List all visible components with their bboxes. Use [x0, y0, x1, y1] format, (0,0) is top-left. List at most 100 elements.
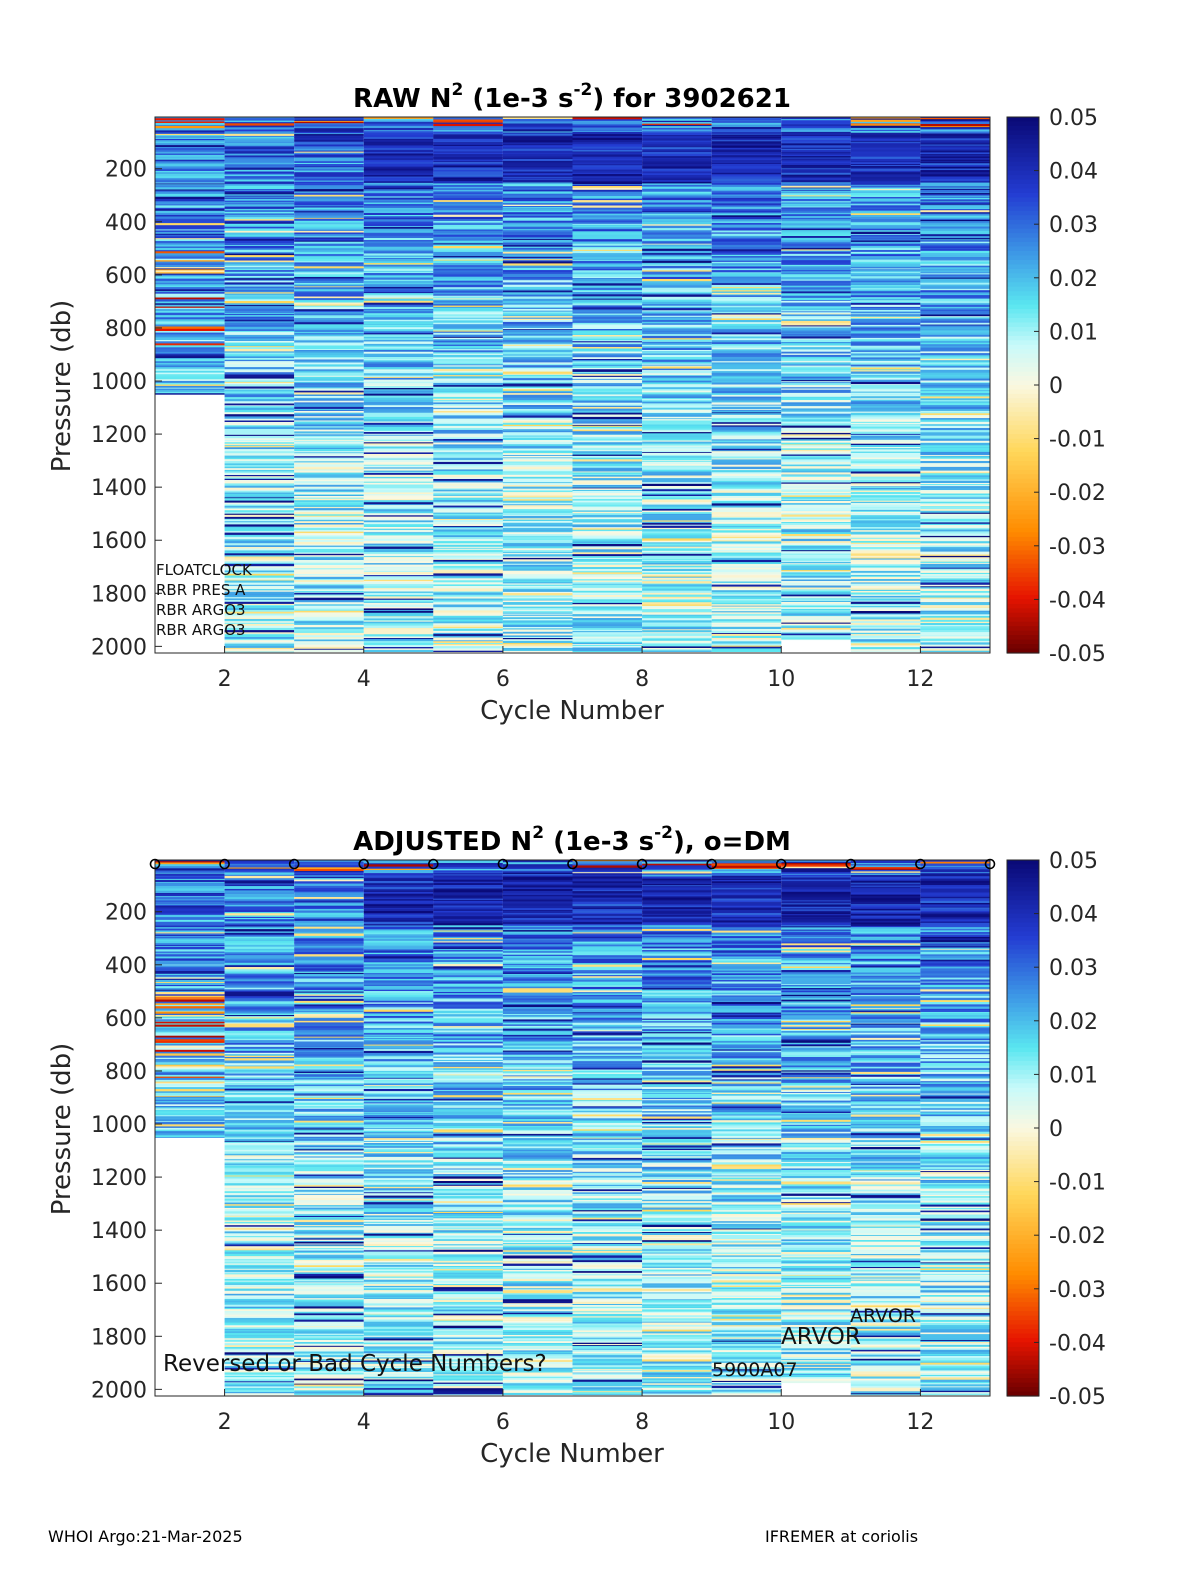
- heatmap-cell: [850, 484, 921, 487]
- heatmap-cell: [224, 1274, 295, 1277]
- heatmap-cell: [224, 528, 295, 530]
- heatmap-cell: [155, 870, 225, 874]
- heatmap-cell: [920, 614, 990, 617]
- colorbar-segment: [1007, 398, 1039, 404]
- heatmap-cell: [224, 389, 295, 392]
- heatmap-cell: [711, 420, 782, 423]
- heatmap-cell: [363, 228, 434, 231]
- heatmap-cell: [224, 1109, 295, 1113]
- heatmap-cell: [224, 626, 295, 629]
- heatmap-cell: [850, 530, 921, 533]
- heatmap-cell: [224, 1381, 295, 1383]
- heatmap-cell: [642, 564, 712, 567]
- heatmap-cell: [155, 930, 225, 933]
- heatmap-cell: [155, 297, 225, 300]
- heatmap-cell: [920, 195, 990, 198]
- heatmap-cell: [572, 260, 643, 264]
- heatmap-cell: [294, 1034, 364, 1038]
- heatmap-cell: [224, 376, 295, 379]
- heatmap-cell: [224, 424, 295, 426]
- heatmap-cell: [294, 900, 364, 903]
- heatmap-cell: [642, 407, 712, 410]
- heatmap-cell: [711, 166, 782, 169]
- heatmap-cell: [850, 451, 921, 454]
- heatmap-cell: [294, 1120, 364, 1123]
- heatmap-cell: [572, 189, 643, 192]
- heatmap-cell: [920, 249, 990, 252]
- heatmap-cell: [502, 166, 573, 168]
- heatmap-cell: [781, 206, 851, 208]
- heatmap-cell: [294, 865, 364, 868]
- heatmap-cell: [781, 205, 851, 207]
- heatmap-cell: [155, 349, 225, 352]
- heatmap-cell: [224, 625, 295, 628]
- heatmap-cell: [363, 351, 434, 355]
- heatmap-cell: [850, 379, 921, 383]
- heatmap-cell: [642, 127, 712, 130]
- heatmap-cell: [294, 1214, 364, 1217]
- heatmap-cell: [781, 444, 851, 446]
- heatmap-cell: [363, 379, 434, 383]
- heatmap-cell: [502, 572, 573, 575]
- colorbar-segment: [1007, 496, 1039, 502]
- heatmap-cell: [920, 406, 990, 410]
- heatmap-cell: [294, 897, 364, 900]
- heatmap-cell: [572, 180, 643, 182]
- heatmap-cell: [572, 595, 643, 598]
- heatmap-cell: [642, 630, 712, 633]
- heatmap-cell: [920, 606, 990, 609]
- heatmap-cell: [642, 260, 712, 264]
- heatmap-cell: [781, 154, 851, 157]
- heatmap-cell: [642, 205, 712, 207]
- heatmap-cell: [642, 445, 712, 448]
- heatmap-cell: [224, 1318, 295, 1320]
- heatmap-cell: [502, 432, 573, 435]
- heatmap-cell: [294, 236, 364, 238]
- heatmap-cell: [294, 1008, 364, 1010]
- heatmap-cell: [572, 604, 643, 607]
- heatmap-cell: [155, 1011, 225, 1015]
- heatmap-cell: [572, 248, 643, 251]
- heatmap-cell: [224, 277, 295, 279]
- heatmap-cell: [502, 286, 573, 290]
- heatmap-cell: [363, 886, 434, 890]
- heatmap-cell: [572, 305, 643, 308]
- heatmap-cell: [224, 293, 295, 296]
- heatmap-cell: [433, 227, 503, 230]
- heatmap-cell: [850, 341, 921, 344]
- heatmap-cell: [642, 413, 712, 415]
- heatmap-cell: [502, 541, 573, 544]
- heatmap-cell: [363, 338, 434, 341]
- heatmap-cell: [224, 409, 295, 413]
- heatmap-cell: [224, 934, 295, 937]
- heatmap-cell: [711, 272, 782, 274]
- heatmap-cell: [572, 465, 643, 469]
- heatmap-cell: [155, 199, 225, 202]
- heatmap-cell: [920, 310, 990, 313]
- heatmap-cell: [711, 355, 782, 358]
- heatmap-cell: [920, 159, 990, 162]
- heatmap-cell: [224, 595, 295, 598]
- heatmap-cell: [294, 1268, 364, 1272]
- heatmap-cell: [502, 195, 573, 199]
- heatmap-cell: [155, 133, 225, 136]
- heatmap-cell: [433, 254, 503, 257]
- heatmap-cell: [711, 496, 782, 499]
- heatmap-cell: [155, 1137, 225, 1138]
- heatmap-cell: [433, 485, 503, 488]
- heatmap-cell: [224, 460, 295, 463]
- heatmap-cell: [294, 1315, 364, 1317]
- heatmap-cell: [363, 216, 434, 219]
- colorbar-segment: [1007, 586, 1039, 592]
- heatmap-cell: [224, 477, 295, 480]
- heatmap-cell: [294, 1324, 364, 1327]
- heatmap-cell: [642, 540, 712, 543]
- heatmap-cell: [850, 503, 921, 506]
- heatmap-cell: [294, 470, 364, 473]
- heatmap-cell: [224, 194, 295, 197]
- heatmap-cell: [711, 543, 782, 545]
- heatmap-cell: [294, 925, 364, 928]
- heatmap-cell: [224, 1097, 295, 1099]
- heatmap-cell: [850, 147, 921, 150]
- heatmap-cell: [294, 490, 364, 493]
